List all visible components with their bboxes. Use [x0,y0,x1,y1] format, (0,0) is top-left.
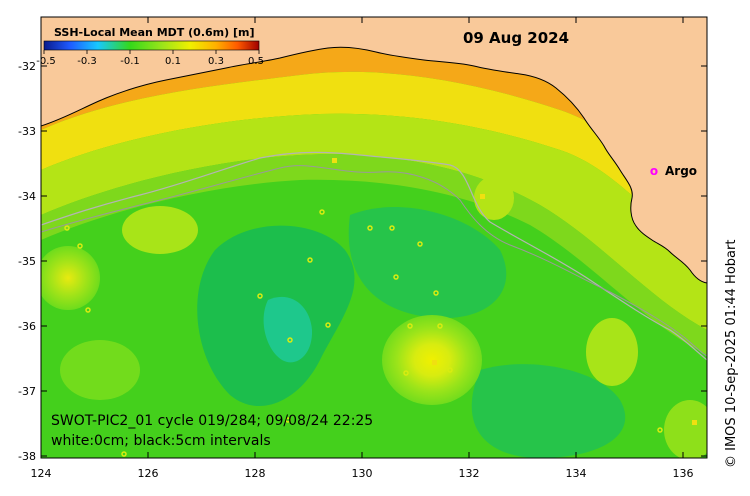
y-tick-label: -38 [18,450,36,463]
colorbar-tick: 0.3 [208,56,224,67]
colorbar: SSH-Local Mean MDT (0.6m) [m] -0.5 -0.3 … [36,26,264,67]
x-tick-label: 132 [459,467,480,480]
eddy-east [586,318,638,386]
colorbar-title: SSH-Local Mean MDT (0.6m) [m] [54,26,254,39]
eddy-southwest [60,340,140,400]
colorbar-gradient [43,40,260,51]
argo-label: Argo [665,164,697,178]
y-ticks [41,65,707,457]
x-tick-label: 130 [352,467,373,480]
x-tick-label: 124 [31,467,52,480]
x-ticks [40,17,684,458]
basin-south [471,364,626,458]
eddy-northwest [122,206,198,254]
coastal-band-yellow [41,71,707,260]
plot-frame [40,16,708,459]
colorbar-tick: -0.3 [77,56,97,67]
info-line-1: SWOT-PIC2_01 cycle 019/284; 09/08/24 22:… [51,413,373,429]
y-tick-label: -33 [18,125,36,138]
float-markers [64,209,663,457]
coastal-band-lime [41,113,707,330]
argo-symbol: o [650,164,658,178]
y-tick-label: -35 [18,255,36,268]
x-tick-label: 126 [138,467,159,480]
basin-center [348,207,507,319]
basin-west-core [263,296,313,363]
x-tick-label: 136 [673,467,694,480]
colorbar-tick: -0.1 [120,56,140,67]
info-line-2: white:0cm; black:5cm intervals [51,433,271,449]
credit-text: © IMOS 10-Sep-2025 01:44 Hobart [724,239,739,468]
y-tick-label: -37 [18,385,36,398]
y-tick-label: -32 [18,60,36,73]
x-tick-label: 134 [566,467,587,480]
eddy-shelf [474,176,514,220]
eddy-southeast [664,400,707,458]
coastline [41,46,707,284]
float-markers-filled [332,158,697,425]
shelf-contour-2 [41,165,707,357]
eddy-west [41,246,100,310]
y-tick-label: -34 [18,190,36,203]
argo-legend: o Argo [650,164,697,178]
x-tick-label: 128 [245,467,266,480]
colorbar-tick: 0.5 [248,56,264,67]
y-tick-label: -36 [18,320,36,333]
coastal-band-green [41,154,707,355]
sea-field [41,17,707,458]
colorbar-tick: -0.5 [36,56,56,67]
shelf-contour [41,151,707,361]
map-date: 09 Aug 2024 [463,29,569,47]
colorbar-tick: 0.1 [165,56,181,67]
